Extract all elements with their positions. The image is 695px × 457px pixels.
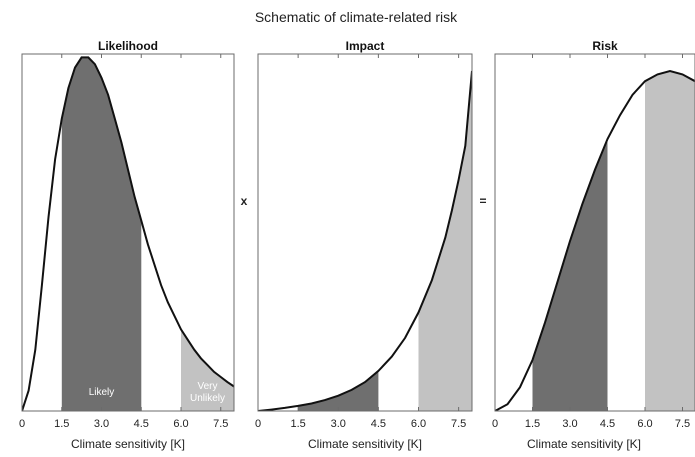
x-tick-label: 1.5 <box>525 418 540 430</box>
x-axis-label: Climate sensitivity [K] <box>71 437 185 451</box>
operator-multiply: x <box>241 194 248 208</box>
plot-area <box>495 69 695 411</box>
plot-area <box>258 70 472 411</box>
x-tick-label: 7.5 <box>451 418 466 430</box>
plot-frame <box>494 53 695 412</box>
panel-impact: 0 1.5 3.0 4.5 6.0 7.5 Impact Climate sensitivit… <box>255 39 473 451</box>
band-label-very_unlikely: Very Unlikely <box>190 381 225 404</box>
panel-title: Risk <box>592 39 618 53</box>
curve-line <box>258 70 472 411</box>
x-axis-label: Climate sensitivity [K] <box>527 437 641 451</box>
panel-title: Likelihood <box>98 39 158 53</box>
x-tick-label: 1.5 <box>290 418 305 430</box>
band-label-likely: Likely <box>89 387 115 398</box>
figure-title: Schematic of climate-related risk <box>255 9 458 25</box>
x-tick-label: 0 <box>492 418 498 430</box>
plot-frame <box>257 53 473 412</box>
x-tick-label: 6.0 <box>173 418 188 430</box>
plot-area <box>22 56 234 411</box>
x-tick-label: 1.5 <box>54 418 69 430</box>
x-tick-label: 4.5 <box>371 418 386 430</box>
x-axis-label: Climate sensitivity [K] <box>308 437 422 451</box>
x-tick-label: 6.0 <box>637 418 652 430</box>
x-tick-label: 0 <box>19 418 25 430</box>
x-tick-label: 3.0 <box>94 418 109 430</box>
band-likely-2-0 <box>532 139 608 411</box>
plot-frame <box>21 53 235 412</box>
band-very_unlikely-2-1 <box>645 71 695 411</box>
panel-likelihood: Likely Very Unlikely 0 1.5 3.0 4.5 6.0 7.5 Likeli… <box>19 39 235 451</box>
curve-line <box>495 69 695 411</box>
x-tick-label: 3.0 <box>331 418 346 430</box>
x-tick-label: 6.0 <box>411 418 426 430</box>
curve-line <box>22 56 234 411</box>
panel-title: Impact <box>346 39 385 53</box>
x-tick-label: 0 <box>255 418 261 430</box>
x-tick-label: 7.5 <box>213 418 228 430</box>
x-tick-label: 4.5 <box>134 418 149 430</box>
x-tick-label: 3.0 <box>562 418 577 430</box>
x-tick-label: 4.5 <box>600 418 615 430</box>
panel-risk: 0 1.5 3.0 4.5 6.0 7.5 Risk Climate sensitivity … <box>492 39 695 451</box>
x-tick-label: 7.5 <box>675 418 690 430</box>
band-likely-0-0 <box>61 57 142 411</box>
band-likely-1-0 <box>298 370 379 411</box>
operator-equals: = <box>479 194 486 208</box>
